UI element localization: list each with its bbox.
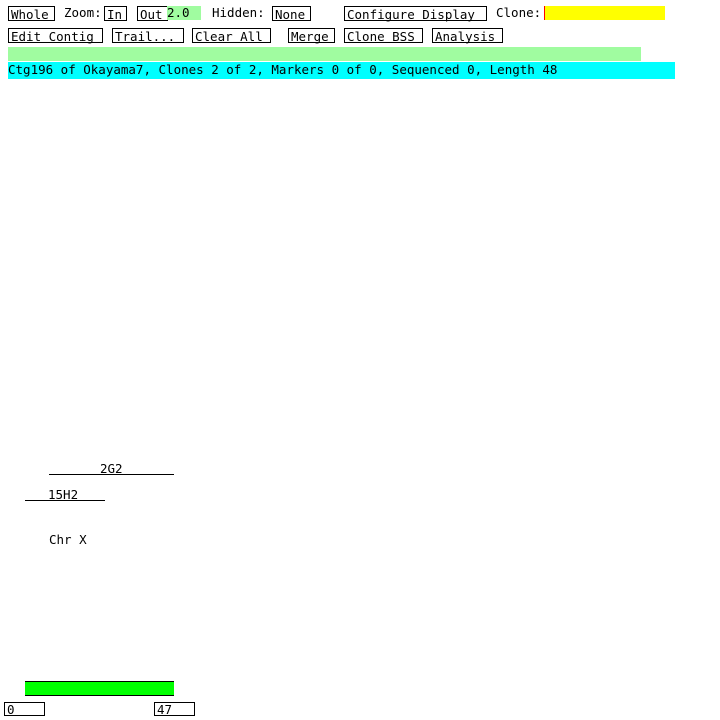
trail-button[interactable]: Trail... bbox=[112, 28, 184, 44]
ruler-start-field[interactable]: 0 bbox=[4, 702, 45, 716]
message-bar bbox=[8, 47, 641, 61]
zoom-in-button[interactable]: In bbox=[104, 6, 127, 22]
whole-button[interactable]: Whole bbox=[8, 6, 55, 22]
contig-bar bbox=[25, 681, 174, 696]
clear-all-button[interactable]: Clear All bbox=[192, 28, 271, 44]
clone-label: Clone: bbox=[496, 5, 542, 20]
merge-button[interactable]: Merge bbox=[288, 28, 335, 44]
zoom-out-button[interactable]: Out bbox=[137, 6, 168, 22]
edit-contig-button[interactable]: Edit Contig bbox=[8, 28, 103, 44]
clone-bss-button[interactable]: Clone BSS bbox=[344, 28, 423, 44]
analysis-button[interactable]: Analysis bbox=[432, 28, 503, 44]
hidden-none-button[interactable]: None bbox=[272, 6, 311, 22]
chromosome-label: Chr X bbox=[49, 532, 87, 547]
configure-display-button[interactable]: Configure Display bbox=[344, 6, 487, 22]
clone-line-2g2 bbox=[49, 474, 174, 475]
ruler-end-field[interactable]: 47 bbox=[154, 702, 195, 716]
clone-label-15h2[interactable]: 15H2 bbox=[48, 487, 79, 502]
clone-input[interactable] bbox=[544, 6, 665, 20]
hidden-label: Hidden: bbox=[212, 5, 265, 20]
clone-line-15h2 bbox=[25, 500, 105, 501]
zoom-value-field[interactable]: 2.0 bbox=[167, 6, 201, 20]
zoom-label: Zoom: bbox=[64, 5, 102, 20]
clone-label-2g2[interactable]: 2G2 bbox=[100, 461, 123, 476]
status-bar: Ctg196 of Okayama7, Clones 2 of 2, Marke… bbox=[8, 62, 675, 79]
